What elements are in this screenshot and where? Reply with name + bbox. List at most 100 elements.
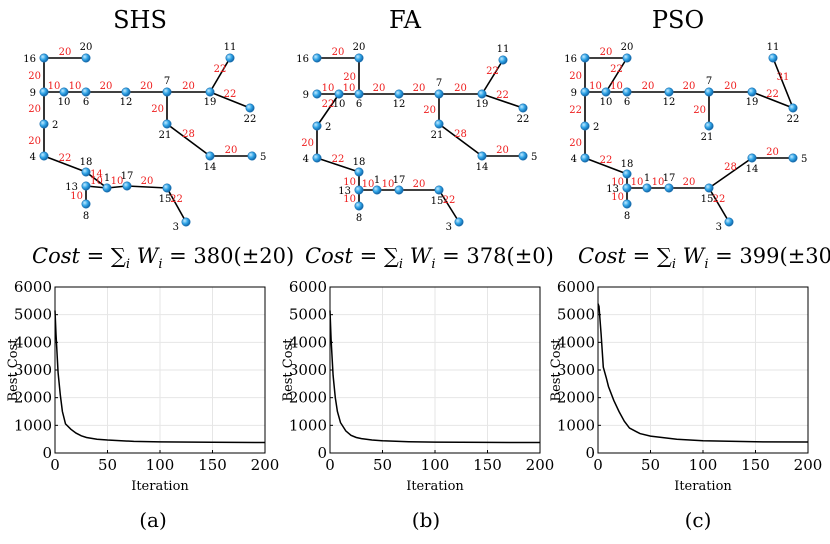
edge-weight-label: 20: [413, 83, 426, 94]
edge-weight-label: 20: [600, 47, 613, 58]
y-tick-label: 0: [42, 444, 52, 462]
node-label: 22: [517, 114, 530, 125]
edge-weight-label: 20: [454, 83, 467, 94]
edge-weight-label: 20: [151, 104, 164, 115]
edge-weight-label: 10: [111, 176, 124, 187]
node-label: 10: [333, 99, 346, 110]
graph-node: [580, 87, 590, 97]
edge-weight-label: 10: [343, 83, 356, 94]
y-tick-label: 0: [585, 444, 595, 462]
edge-weight-label: 22: [569, 105, 582, 116]
y-tick-label: 4000: [14, 333, 52, 351]
y-tick-label: 6000: [289, 278, 327, 296]
edge-weight-label: 20: [100, 81, 113, 92]
node-label: 15: [701, 194, 714, 205]
graph-node: [664, 87, 674, 97]
graph-node: [247, 151, 257, 161]
node-label: 15: [431, 196, 444, 207]
edge-weight-label: 20: [28, 104, 41, 115]
edge-weight-label: 20: [28, 71, 41, 82]
convergence-chart: 0 50 100 150 2000100020003000400050006000Ite…: [281, 278, 554, 494]
graph-node: [354, 185, 364, 195]
node-label: 2: [325, 122, 331, 133]
convergence-chart: 0 50 100 150 2000100020003000400050006000Ite…: [549, 278, 822, 494]
graph-node: [245, 103, 255, 113]
y-tick-label: 2000: [557, 389, 595, 407]
edge-weight-label: 20: [569, 138, 582, 149]
node-label: 9: [30, 88, 36, 99]
node-label: 11: [224, 42, 237, 53]
edge-weight-label: 20: [683, 81, 696, 92]
graph-node: [205, 151, 215, 161]
graph-edge: [316, 157, 360, 173]
edge-weight-label: 20: [569, 71, 582, 82]
graph-node: [81, 53, 91, 63]
node-label: 4: [303, 154, 309, 165]
panel-title: SHS: [113, 6, 167, 34]
graph-node: [162, 119, 172, 129]
graph-node: [81, 199, 91, 209]
node-label: 21: [701, 132, 714, 143]
edge-weight-label: 10: [382, 179, 395, 190]
node-label: 9: [303, 90, 309, 101]
graph-node: [454, 217, 464, 227]
graph-node: [747, 87, 757, 97]
node-label: 4: [30, 152, 36, 163]
graph-node: [580, 153, 590, 163]
graph-node: [580, 121, 590, 131]
x-tick-label: 100: [689, 456, 718, 474]
x-axis-label: Iteration: [674, 479, 732, 494]
graph-edge: [708, 157, 753, 189]
x-tick-label: 150: [741, 456, 770, 474]
node-label: 18: [621, 159, 634, 170]
node-label: 19: [746, 97, 759, 108]
convergence-chart: 0 50 100 150 2000100020003000400050006000Ite…: [6, 278, 279, 494]
edge-weight-label: 20: [182, 81, 195, 92]
graph-edge: [772, 57, 794, 109]
graph-node: [394, 185, 404, 195]
y-tick-label: 2000: [14, 389, 52, 407]
y-tick-label: 6000: [557, 278, 595, 296]
node-label: 5: [531, 152, 537, 163]
graph-node: [162, 183, 172, 193]
edge-weight-label: 22: [486, 66, 499, 77]
graph-node: [39, 151, 49, 161]
edge-weight-label: 22: [496, 90, 509, 101]
graph-edge: [481, 93, 524, 109]
node-label: 4: [571, 154, 577, 165]
edge-weight-label: 20: [28, 136, 41, 147]
best-cost-line: [597, 303, 809, 443]
node-label: 21: [159, 130, 172, 141]
x-tick-label: 200: [251, 456, 280, 474]
node-label: 1: [104, 173, 110, 184]
graph-node: [181, 217, 191, 227]
edge-weight-label: 10: [69, 81, 82, 92]
edge-weight-label: 20: [496, 145, 509, 156]
graph-edge: [209, 91, 251, 109]
node-label: 16: [564, 54, 577, 65]
graph-node: [788, 153, 798, 163]
graph-node: [354, 53, 364, 63]
x-tick-label: 200: [526, 456, 555, 474]
y-tick-label: 3000: [14, 361, 52, 379]
node-label: 13: [65, 182, 78, 193]
node-label: 22: [244, 114, 257, 125]
x-tick-label: 0: [593, 456, 603, 474]
edge-weight-label: 10: [343, 177, 356, 188]
graph-node: [59, 87, 69, 97]
node-label: 20: [80, 42, 93, 53]
graph-node: [354, 201, 364, 211]
graph-edge: [751, 91, 794, 109]
node-label: 6: [83, 97, 89, 108]
graph-edge: [481, 59, 504, 95]
node-label: 3: [716, 222, 722, 233]
graph-node: [622, 169, 632, 179]
graph-node: [704, 121, 714, 131]
graph-node: [724, 217, 734, 227]
edge-weight-label: 20: [693, 105, 706, 116]
node-label: 8: [356, 213, 362, 224]
edge-weight-label: 20: [413, 179, 426, 190]
edge-weight-label: 22: [322, 99, 335, 110]
x-tick-label: 50: [98, 456, 117, 474]
graph-edge: [438, 123, 483, 157]
